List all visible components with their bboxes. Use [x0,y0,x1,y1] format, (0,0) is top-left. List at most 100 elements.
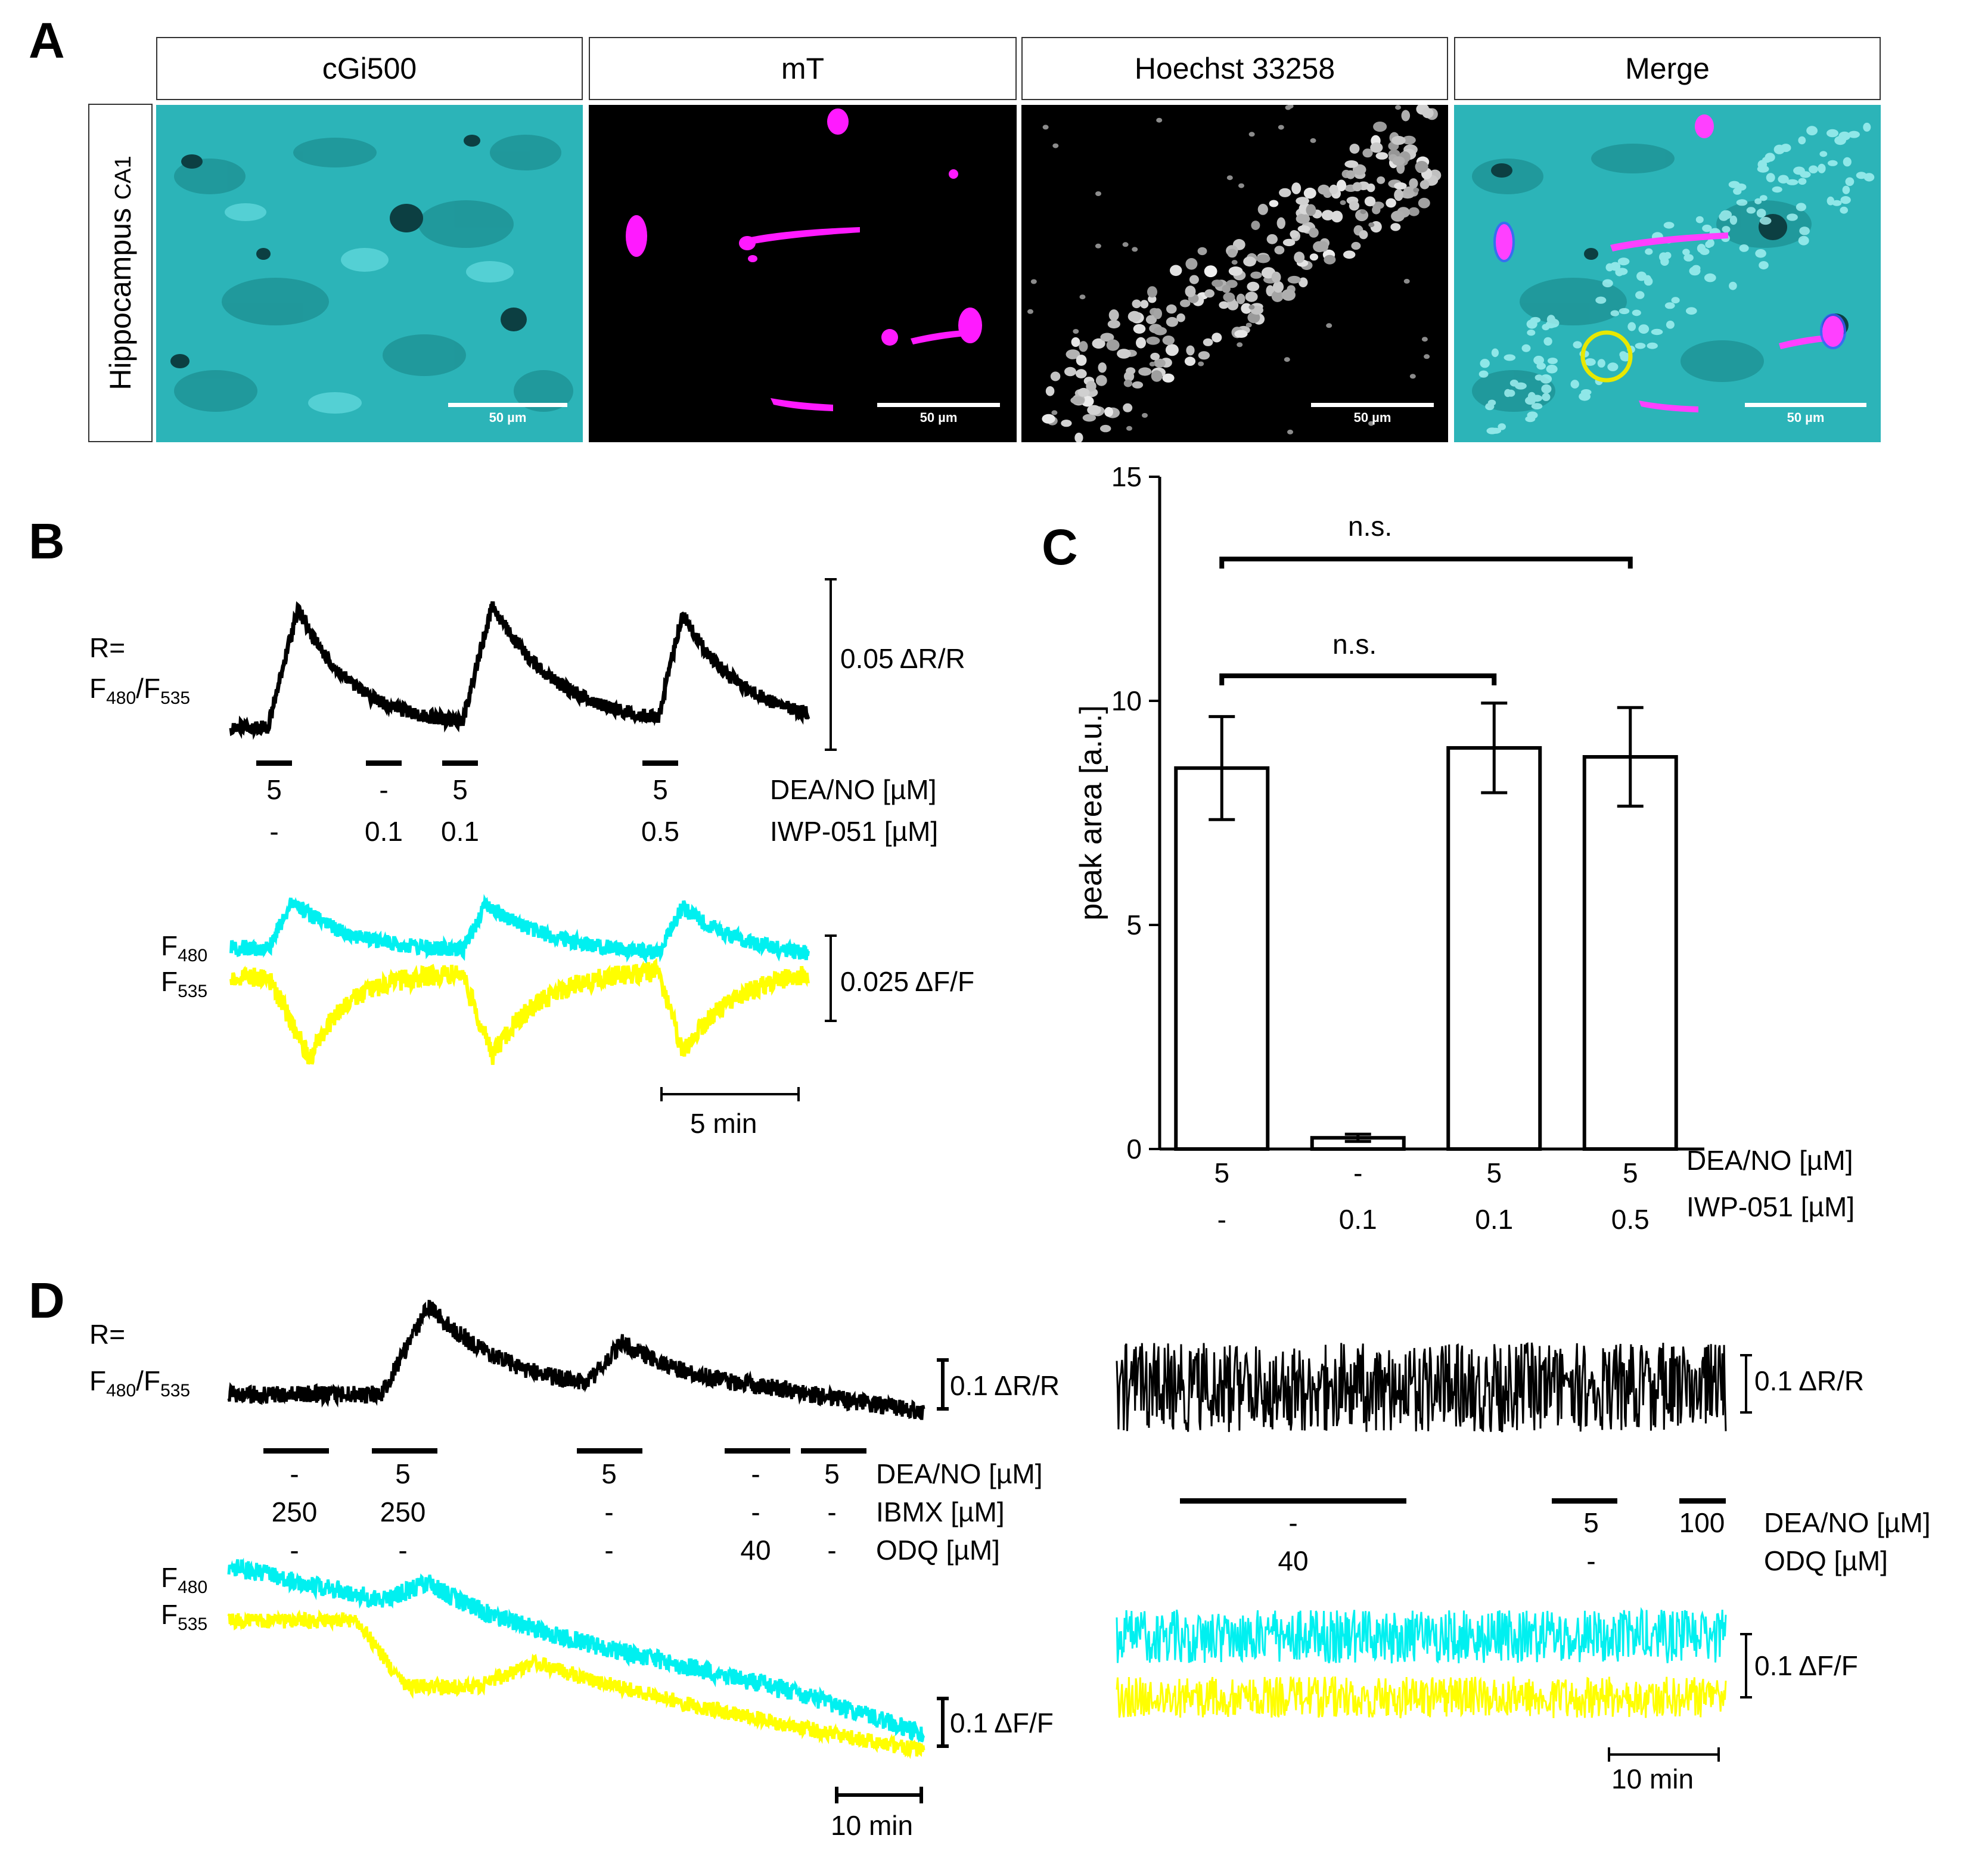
nucleus [1098,362,1107,373]
nucleus [1421,337,1428,342]
nucleus [1087,405,1101,415]
d-left-application-bar [263,1448,329,1454]
nucleus [1759,195,1768,201]
nucleus [1364,196,1376,207]
nucleus [1413,188,1419,192]
d-left-row2-value: - [751,1496,760,1527]
nucleus [1359,230,1368,240]
nucleus [1796,203,1806,212]
nucleus [1073,329,1079,334]
nucleus [1027,309,1033,314]
nucleus [1636,271,1647,281]
d-right-row1-value: 5 [1583,1507,1599,1538]
nucleus [1095,375,1107,386]
d-right-row2-label: ODQ [µM] [1764,1545,1888,1576]
nucleus [1162,336,1175,345]
d-left-fluor-scalebar [937,1697,949,1748]
nucleus [1318,184,1330,195]
nucleus [1632,309,1641,316]
nucleus [1296,213,1310,224]
d-left-f480-trace [227,1557,925,1743]
d-left-row1-value: - [290,1458,299,1489]
nucleus [1798,136,1806,145]
d-left-row3-value: - [290,1535,299,1566]
row-label-box: Hippocampus CA1 [88,104,153,442]
nucleus [1051,410,1058,415]
nucleus [1204,289,1214,298]
nucleus [1498,423,1506,430]
nucleus [1580,389,1592,396]
nucleus [1541,384,1552,394]
nucleus [1248,132,1255,137]
scale-bar [1745,403,1866,407]
nucleus [1352,164,1366,175]
nucleus [1392,156,1405,166]
b-ratio-scalebar [825,578,837,751]
d-left-row1-value: - [751,1458,760,1489]
c-sig-upper: n.s. [1348,511,1393,542]
c-row1-label: DEA/NO [µM] [1686,1145,1853,1176]
nucleus [1704,273,1716,282]
nucleus [1030,279,1037,284]
nucleus [1042,414,1055,424]
b-time-scale-label: 5 min [690,1108,757,1139]
nucleus [1136,337,1146,349]
d-right-f535-trace [1116,1675,1727,1719]
b-ratio-label-line1: R= [89,632,126,663]
nucleus [1540,374,1552,384]
nucleus [1045,386,1055,396]
nucleus [1366,183,1375,192]
nucleus [1064,367,1076,377]
nucleus [1842,185,1850,194]
b-f535-trace [229,958,810,1065]
nucleus [1415,161,1428,173]
b-row2-label: IWP-051 [µM] [770,816,939,847]
nucleus [1478,370,1489,378]
nucleus [1344,160,1359,168]
b-row1-value: 5 [266,774,282,805]
nucleus [1352,182,1362,192]
nucleus [1546,315,1555,325]
d-left-row1-value: 5 [824,1458,840,1489]
nucleus [1394,189,1403,201]
header-cgi500: cGi500 [156,37,583,100]
nucleus [1095,191,1101,196]
d-left-time-scale-label: 10 min [831,1810,914,1841]
nucleus [1787,213,1798,221]
nucleus [1309,228,1319,238]
c-bar [1446,746,1542,1151]
nucleus [1132,299,1141,309]
nucleus [1269,200,1279,207]
nucleus [1126,426,1132,431]
nucleus [1848,131,1860,138]
nucleus [1368,421,1374,426]
nucleus [1100,424,1111,433]
nucleus [1570,380,1579,389]
c-significance [1219,557,1633,685]
nucleus [1832,200,1842,206]
nucleus [1827,160,1838,166]
nucleus [1247,281,1260,291]
header-mt: mT [589,37,1017,100]
nucleus [1331,210,1343,223]
nucleus [1386,198,1396,208]
nucleus [1156,117,1163,123]
nucleus [1394,182,1407,190]
nucleus [1228,266,1243,276]
nucleus [1117,349,1131,359]
nucleus [1373,122,1387,132]
nucleus [1266,234,1278,244]
nucleus [1610,310,1620,316]
d-f480-label: F480 [161,1562,208,1598]
nucleus [1079,294,1086,300]
nucleus [1123,379,1132,387]
nucleus [1306,204,1316,216]
nucleus [1845,177,1855,187]
d-right-row1-value: - [1288,1507,1298,1538]
nucleus [1324,254,1336,265]
b-row1-value: - [379,774,389,805]
nucleus [1402,135,1416,145]
b-ratio-label-line2: F480/F535 [89,673,191,709]
nucleus [1686,307,1697,315]
nucleus [1166,316,1178,327]
